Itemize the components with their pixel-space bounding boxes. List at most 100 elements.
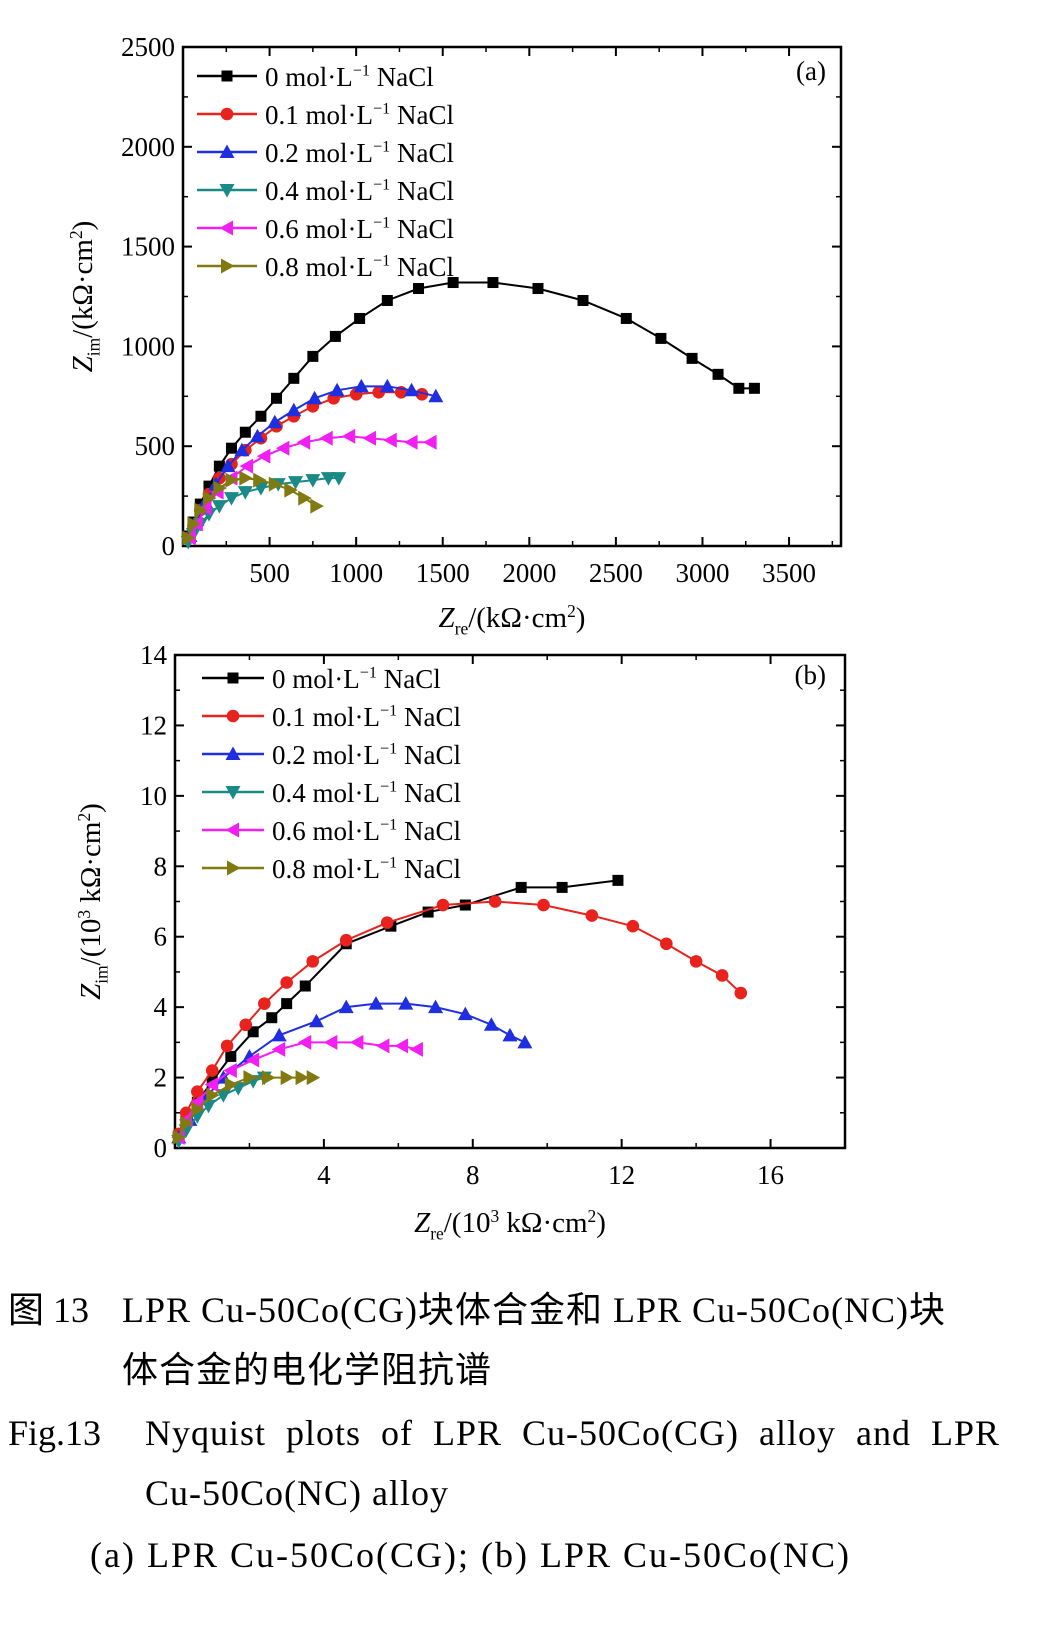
series-5 bbox=[172, 1070, 321, 1145]
y-tick-label: 1500 bbox=[121, 232, 175, 262]
panel-label: (a) bbox=[796, 56, 826, 86]
data-point bbox=[459, 899, 471, 911]
caption-en-line2: Cu-50Co(NC) alloy bbox=[145, 1473, 449, 1513]
data-point bbox=[281, 998, 293, 1010]
data-point bbox=[655, 332, 667, 344]
data-point bbox=[537, 898, 550, 912]
data-point bbox=[660, 937, 673, 951]
data-point bbox=[748, 382, 760, 394]
legend-marker bbox=[221, 258, 235, 274]
legend-label: 0.6 mol·L−1 NaCl bbox=[272, 816, 461, 846]
legend: 0 mol·L−1 NaCl 0.1 mol·L−1 NaCl 0.2 mol·L−… bbox=[197, 62, 454, 282]
data-point bbox=[299, 980, 311, 992]
series-line bbox=[187, 281, 755, 537]
data-point bbox=[362, 430, 377, 446]
data-point bbox=[205, 1064, 219, 1077]
data-point bbox=[253, 472, 267, 488]
y-tick-label: 0 bbox=[162, 531, 176, 561]
data-point bbox=[457, 1006, 473, 1021]
x-tick-label: 16 bbox=[757, 1160, 784, 1190]
y-tick-label: 0 bbox=[154, 1133, 168, 1163]
legend-marker bbox=[227, 672, 239, 684]
data-point bbox=[612, 874, 624, 886]
data-point bbox=[280, 976, 293, 989]
data-point bbox=[245, 1052, 260, 1068]
data-point bbox=[380, 916, 394, 929]
data-point bbox=[271, 1041, 286, 1057]
series-5 bbox=[182, 470, 324, 546]
x-axis-label: Zre/(103 kΩ·cm2) bbox=[414, 1206, 606, 1243]
data-point bbox=[306, 955, 320, 968]
caption-en-line1: Nyquist plots of LPR Cu-50Co(CG) alloy a… bbox=[145, 1413, 1001, 1453]
panel-label: (b) bbox=[795, 660, 826, 690]
data-point bbox=[306, 1070, 321, 1086]
legend-label: 0.2 mol·L−1 NaCl bbox=[272, 740, 461, 770]
data-point bbox=[686, 352, 698, 364]
data-point bbox=[329, 382, 345, 397]
data-point bbox=[271, 392, 283, 404]
data-point bbox=[712, 368, 724, 380]
data-point bbox=[517, 1034, 533, 1049]
x-tick-label: 4 bbox=[317, 1160, 331, 1190]
data-point bbox=[487, 277, 499, 289]
data-point bbox=[225, 1050, 237, 1062]
data-point bbox=[297, 1034, 312, 1050]
chart-panel-b: 4 8 12 16 0 2 4 6 8 10 12 14 Zre/(103 kΩ·cm2) Zim/(10… bbox=[74, 640, 847, 1243]
caption-en-number: Fig.13 bbox=[8, 1413, 102, 1453]
data-point bbox=[689, 955, 703, 968]
legend-label: 0.4 mol·L−1 NaCl bbox=[272, 778, 461, 808]
data-point bbox=[307, 390, 323, 405]
data-point bbox=[234, 442, 250, 457]
data-point bbox=[268, 476, 283, 492]
data-point bbox=[202, 490, 217, 506]
series-4 bbox=[171, 1034, 423, 1145]
series-2 bbox=[182, 378, 444, 543]
data-point bbox=[423, 434, 437, 450]
data-point bbox=[422, 906, 434, 918]
data-point bbox=[354, 312, 366, 324]
x-axis-label: Zre/(kΩ·cm2) bbox=[439, 601, 586, 638]
data-point bbox=[280, 1070, 295, 1086]
data-point bbox=[262, 1070, 276, 1086]
caption-subfigures: (a) LPR Cu-50Co(CG); (b) LPR Cu-50Co(NC) bbox=[90, 1535, 851, 1575]
data-point bbox=[198, 500, 212, 516]
data-point bbox=[191, 1085, 204, 1098]
data-point bbox=[305, 474, 321, 488]
x-tick-label: 500 bbox=[249, 558, 290, 588]
data-point bbox=[255, 410, 267, 422]
data-point bbox=[734, 986, 748, 1000]
y-tick-label: 2 bbox=[154, 1063, 168, 1093]
data-point bbox=[532, 283, 544, 295]
data-point bbox=[239, 426, 251, 438]
y-tick-label: 12 bbox=[140, 710, 167, 740]
x-tick-label: 3500 bbox=[762, 558, 816, 588]
data-point bbox=[256, 448, 271, 464]
data-point bbox=[515, 881, 527, 893]
data-point bbox=[239, 1018, 253, 1032]
legend: 0 mol·L−1 NaCl 0.1 mol·L−1 NaCl 0.2 mol·L−… bbox=[202, 664, 461, 884]
data-point bbox=[224, 1077, 239, 1093]
data-point bbox=[194, 502, 208, 518]
data-point bbox=[284, 482, 298, 498]
data-point bbox=[288, 476, 304, 490]
legend-label: 0 mol·L−1 NaCl bbox=[272, 664, 441, 694]
data-point bbox=[483, 1017, 499, 1031]
y-tick-label: 10 bbox=[140, 781, 167, 811]
legend-label: 0.1 mol·L−1 NaCl bbox=[272, 702, 461, 732]
caption-cn-line2: 体合金的电化学阻抗谱 bbox=[122, 1350, 493, 1390]
data-point bbox=[191, 1101, 205, 1117]
y-tick-label: 2000 bbox=[121, 132, 175, 162]
data-point bbox=[379, 378, 395, 393]
legend-marker bbox=[225, 786, 241, 800]
data-point bbox=[375, 1038, 390, 1054]
y-tick-label: 14 bbox=[140, 640, 168, 670]
data-point bbox=[733, 382, 745, 394]
data-point bbox=[331, 472, 347, 486]
data-point bbox=[204, 1077, 219, 1093]
legend-label: 0.6 mol·L−1 NaCl bbox=[265, 214, 454, 244]
data-point bbox=[715, 969, 729, 982]
data-point bbox=[502, 1027, 518, 1042]
data-point bbox=[585, 909, 599, 922]
data-point bbox=[239, 458, 254, 474]
legend-marker bbox=[219, 220, 233, 236]
